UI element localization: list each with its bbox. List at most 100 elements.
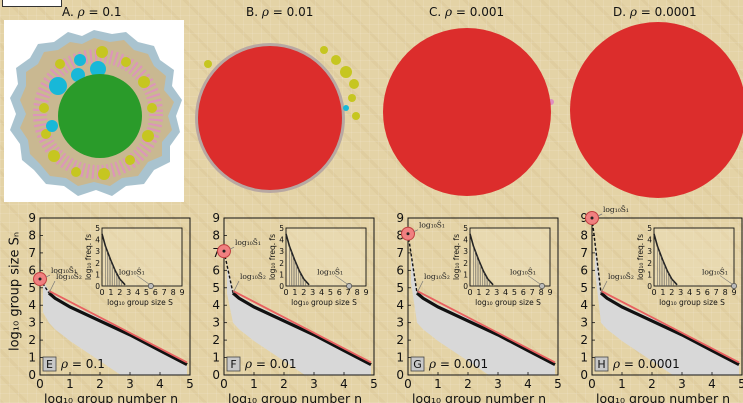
annotation-s1: log₁₀Ŝ₁: [419, 221, 445, 230]
y-tick-label: 9: [396, 211, 404, 225]
panel-rho-label: ρ = 0.1: [60, 357, 105, 371]
annotation-leader: [597, 213, 603, 217]
x-tick-label: 5: [370, 377, 378, 391]
cyan-group: [46, 120, 58, 132]
x-axis-label: log₁₀ group number n: [412, 391, 546, 403]
inset-x-tick-label: 8: [355, 288, 360, 297]
inset-x-tick-label: 3: [494, 288, 499, 297]
inset-y-tick-label: 3: [463, 247, 468, 256]
inset-x-tick-label: 5: [328, 288, 333, 297]
panel-rho-label: ρ = 0.001: [428, 357, 488, 371]
y-tick-label: 2: [580, 333, 588, 347]
y-tick-label: 2: [28, 333, 36, 347]
cyan-group: [90, 61, 106, 77]
inset-x-tick-label: 5: [512, 288, 517, 297]
red-giant-group: [383, 28, 551, 196]
y-tick-label: 5: [212, 281, 220, 295]
largest-group-dot: [222, 249, 226, 253]
x-tick-label: 3: [310, 377, 318, 391]
panel-letter: E: [46, 358, 53, 371]
panel-title-a: A. ρ = 0.1: [62, 5, 122, 19]
y-tick-label: 6: [212, 263, 220, 277]
y-tick-label: 2: [212, 333, 220, 347]
yellow-group: [39, 103, 49, 113]
yellow-group: [98, 168, 110, 180]
inset-y-label: log₁₀ freq. fs: [636, 234, 645, 280]
y-tick-label: 0: [212, 368, 220, 382]
inset-y-tick-label: 5: [95, 224, 100, 233]
inset-y-label: log₁₀ freq. fs: [268, 234, 277, 280]
inset-y-tick-label: 1: [463, 270, 468, 279]
annotation-leader: [413, 229, 419, 233]
inset-x-tick-label: 4: [503, 288, 508, 297]
inset-freq-curve: [101, 233, 126, 286]
inset-x-tick-label: 6: [521, 288, 526, 297]
annotation-s1: log₁₀Ŝ₁: [235, 238, 261, 247]
inset-annotation-s1: log₁₀Ŝ₁: [317, 267, 343, 276]
inset-x-tick-label: 0: [99, 288, 104, 297]
inset-freq-curve: [653, 233, 678, 286]
inset-x-tick-label: 8: [171, 288, 176, 297]
x-tick-label: 4: [524, 377, 532, 391]
inset-x-label: log₁₀ group size S: [659, 298, 725, 307]
rank-curve-dashed: [591, 217, 602, 294]
annotation-s2: log₁₀Ŝ₂: [56, 272, 82, 281]
panel-letter: F: [230, 358, 236, 371]
panel-letter: G: [413, 358, 422, 371]
inset-x-tick-label: 6: [705, 288, 710, 297]
inset-x-tick-label: 4: [319, 288, 324, 297]
y-tick-label: 6: [580, 263, 588, 277]
fit-line: [232, 290, 372, 364]
red-giant-group: [198, 46, 342, 190]
annotation-s2: log₁₀Ŝ₂: [240, 272, 266, 281]
y-tick-label: 1: [580, 351, 588, 365]
largest-group-dot: [590, 216, 594, 220]
x-tick-label: 5: [186, 377, 194, 391]
inset-x-tick-label: 0: [467, 288, 472, 297]
figure-frame-fragment: [2, 0, 62, 7]
inset-leader: [527, 275, 543, 286]
inset-x-tick-label: 4: [135, 288, 140, 297]
inset-x-tick-label: 7: [530, 288, 535, 297]
inset-annotation-s1: log₁₀Ŝ₁: [510, 267, 536, 276]
cyan-group: [343, 105, 349, 111]
yellow-group: [41, 129, 51, 139]
inset-x-tick-label: 2: [117, 288, 122, 297]
yellow-group: [204, 60, 212, 68]
inset-y-tick-label: 4: [95, 236, 100, 245]
inset-x-label: log₁₀ group size S: [291, 298, 357, 307]
rank-curve: [415, 291, 556, 366]
inset-y-tick-label: 5: [279, 224, 284, 233]
inset-x-tick-label: 5: [696, 288, 701, 297]
largest-group-dot: [38, 277, 42, 281]
yellow-group: [320, 46, 328, 54]
annotation-leader: [45, 274, 51, 278]
y-tick-label: 0: [28, 368, 36, 382]
panel-a-cluster: [10, 30, 182, 196]
cyan-group: [49, 77, 67, 95]
x-tick-label: 1: [250, 377, 258, 391]
inset-x-tick-label: 2: [301, 288, 306, 297]
rank-curve: [47, 291, 188, 366]
y-tick-label: 1: [212, 351, 220, 365]
inset-x-label: log₁₀ group size S: [475, 298, 541, 307]
x-tick-label: 5: [554, 377, 562, 391]
inset-x-tick-label: 2: [669, 288, 674, 297]
panel-badge: [410, 356, 425, 372]
yellow-group: [138, 76, 150, 88]
panel-badge: [594, 356, 609, 372]
y-tick-label: 6: [28, 263, 36, 277]
yellow-group: [348, 94, 356, 102]
cyan-group: [74, 54, 86, 66]
plot-frame: [223, 217, 375, 376]
y-tick-label: 8: [580, 228, 588, 242]
y-tick-label: 5: [28, 281, 36, 295]
annotation-s1: log₁₀Ŝ₁: [603, 205, 629, 214]
inset-y-tick-label: 1: [95, 270, 100, 279]
panel-title-c: C. ρ = 0.001: [429, 5, 505, 19]
y-tick-label: 0: [580, 368, 588, 382]
inset-freq-curve: [285, 233, 310, 286]
